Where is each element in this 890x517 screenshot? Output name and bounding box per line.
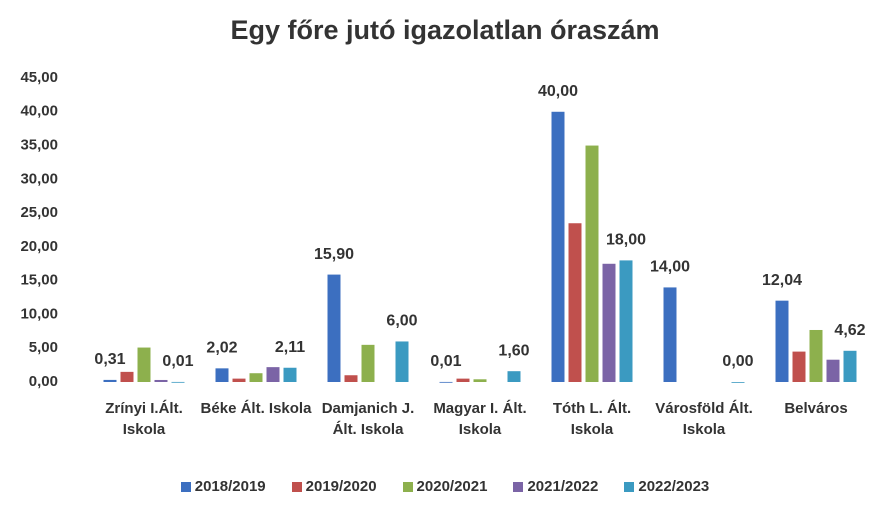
- x-tick-label: Városföld Ált. Iskola: [655, 400, 753, 438]
- y-tick-label: 20,00: [20, 238, 58, 255]
- legend-swatch: [513, 481, 524, 492]
- legend: 2018/2019 2019/2020 2020/2021 2021/2022 2022…: [0, 478, 890, 495]
- bar: [395, 341, 409, 382]
- bar: [120, 371, 134, 382]
- data-label: 6,00: [386, 313, 417, 330]
- bar: [344, 375, 358, 382]
- legend-item: 2022/2023: [624, 478, 709, 495]
- data-label: 2,11: [275, 339, 305, 356]
- y-tick-label: 15,00: [20, 272, 58, 289]
- data-label: 18,00: [606, 232, 646, 249]
- y-tick-label: 10,00: [20, 305, 58, 322]
- y-tick-label: 0,00: [29, 373, 58, 390]
- data-label: 1,60: [498, 342, 529, 359]
- data-label: 14,00: [650, 259, 690, 276]
- bar: [154, 379, 168, 382]
- bar: [327, 274, 341, 382]
- chart-title: Egy főre jutó igazolatlan óraszám: [230, 15, 659, 45]
- bar: [585, 145, 599, 382]
- bar: [473, 379, 487, 382]
- data-label: 0,31: [94, 351, 125, 368]
- legend-item: 2018/2019: [180, 478, 266, 495]
- bar: [843, 350, 857, 382]
- y-tick-label: 5,00: [29, 339, 58, 356]
- bar: [361, 344, 375, 382]
- data-label: 0,01: [162, 353, 193, 370]
- bar: [103, 379, 117, 382]
- legend-label: 2019/2020: [305, 478, 377, 495]
- data-label: 40,00: [538, 83, 578, 100]
- bar: [826, 359, 840, 382]
- x-tick-label: Béke Ált. Iskola: [200, 400, 312, 417]
- bar: [775, 300, 789, 382]
- bar: [215, 368, 229, 382]
- bar: [551, 111, 565, 383]
- data-label: 0,01: [430, 353, 461, 370]
- x-tick-label: Tóth L. Ált. Iskola: [552, 400, 632, 438]
- x-tick-label: Damjanich J. Ált. Iskola: [321, 400, 415, 438]
- y-tick-label: 25,00: [20, 204, 58, 221]
- bar: [456, 378, 470, 382]
- legend-item: 2021/2022: [513, 478, 598, 495]
- y-tick-label: 35,00: [20, 137, 58, 154]
- bar: [137, 347, 151, 382]
- y-tick-label: 30,00: [20, 170, 58, 187]
- bar: [507, 371, 521, 382]
- legend-swatch: [402, 481, 413, 492]
- legend-label: 2018/2019: [194, 478, 266, 495]
- bar: [809, 329, 823, 382]
- x-tick-label: Zrínyi I.Ált. Iskola: [105, 400, 183, 438]
- legend-swatch: [180, 481, 191, 492]
- legend-swatch: [291, 481, 302, 492]
- bar: [619, 260, 633, 382]
- data-label: 0,00: [722, 353, 753, 370]
- bar: [249, 373, 263, 382]
- bar: [602, 263, 616, 382]
- bar: [792, 351, 806, 382]
- x-tick-label: Belváros: [784, 400, 848, 417]
- bar: [171, 381, 185, 383]
- bar: [232, 378, 246, 382]
- legend-label: 2020/2021: [416, 478, 488, 495]
- data-label: 15,90: [314, 246, 354, 263]
- bar: [568, 223, 582, 382]
- y-tick-label: 45,00: [20, 69, 58, 86]
- legend-item: 2020/2021: [402, 478, 488, 495]
- legend-swatch: [624, 481, 635, 492]
- data-label: 2,02: [206, 340, 237, 357]
- y-tick-label: 40,00: [20, 103, 58, 120]
- bar: [439, 381, 453, 383]
- bar: [266, 367, 280, 382]
- bar: [663, 287, 677, 382]
- legend-label: 2022/2023: [638, 478, 710, 495]
- legend-label: 2021/2022: [527, 478, 599, 495]
- data-label: 4,62: [834, 322, 865, 339]
- data-label: 12,04: [762, 272, 802, 289]
- bar: [283, 367, 297, 382]
- x-tick-label: Magyar I. Ált. Iskola: [433, 400, 527, 438]
- legend-item: 2019/2020: [291, 478, 377, 495]
- bar: [731, 382, 745, 383]
